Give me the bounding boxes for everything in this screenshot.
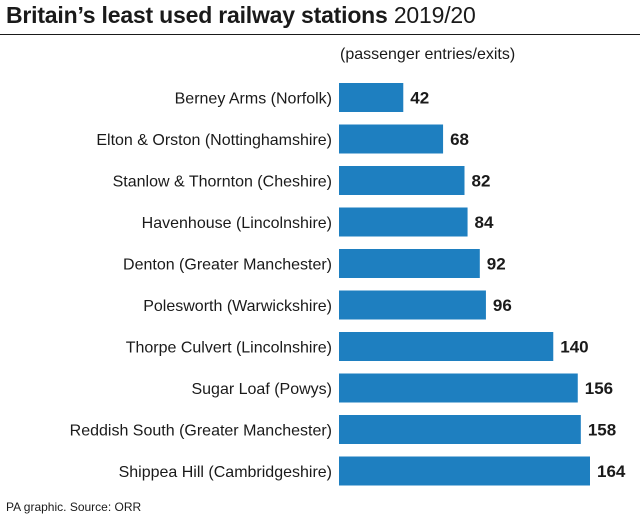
value-label: 140 <box>560 338 588 357</box>
category-label: Thorpe Culvert (Lincolnshire) <box>126 340 332 357</box>
value-label: 82 <box>472 172 491 191</box>
category-label: Havenhouse (Lincolnshire) <box>142 215 332 232</box>
category-label: Sugar Loaf (Powys) <box>191 381 332 398</box>
bar <box>339 207 468 237</box>
chart-title-period: 2019/20 <box>393 2 476 28</box>
value-label: 84 <box>475 213 494 232</box>
title-divider <box>0 34 640 35</box>
category-label: Shippea Hill (Cambridgeshire) <box>119 464 332 481</box>
unit-label: (passenger entries/exits) <box>340 46 516 63</box>
value-label: 42 <box>410 89 429 108</box>
value-label: 158 <box>588 421 616 440</box>
category-label: Berney Arms (Norfolk) <box>175 91 332 108</box>
chart-title-main: Britain’s least used railway stations <box>6 2 388 28</box>
bar <box>339 456 590 486</box>
bar <box>339 290 486 320</box>
bar <box>339 373 578 403</box>
chart-title: Britain’s least used railway stations 20… <box>6 2 476 29</box>
bar <box>339 332 554 361</box>
value-label: 68 <box>450 130 469 149</box>
category-label: Stanlow & Thornton (Cheshire) <box>113 174 332 191</box>
bar <box>339 166 465 195</box>
value-label: 164 <box>597 462 626 481</box>
bar <box>339 83 404 112</box>
category-label: Polesworth (Warwickshire) <box>143 298 332 315</box>
category-label: Elton & Orston (Nottinghamshire) <box>96 132 332 149</box>
category-label: Reddish South (Greater Manchester) <box>70 423 332 440</box>
value-label: 156 <box>585 379 613 398</box>
bar-chart: Berney Arms (Norfolk) 42 Elton & Orston (N… <box>70 83 626 486</box>
value-label: 96 <box>493 296 512 315</box>
bar <box>339 124 444 154</box>
category-label: Denton (Greater Manchester) <box>123 257 332 274</box>
bar <box>339 415 581 444</box>
source-note: PA graphic. Source: ORR <box>6 500 142 514</box>
bar <box>339 249 480 278</box>
value-label: 92 <box>487 255 506 274</box>
